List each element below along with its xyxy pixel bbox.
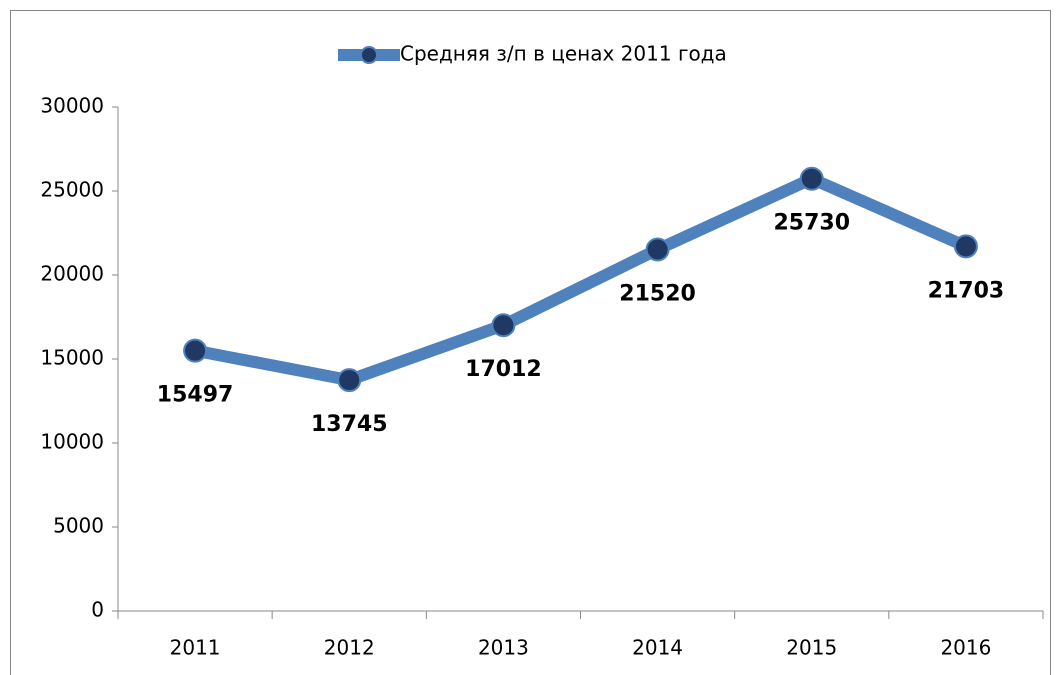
y-tick-label: 25000 xyxy=(40,178,104,202)
data-label: 21520 xyxy=(619,281,696,306)
y-tick-label: 10000 xyxy=(40,430,104,454)
y-tick-label: 0 xyxy=(91,598,104,622)
marker xyxy=(183,338,208,363)
series-line xyxy=(193,172,969,387)
chart-border xyxy=(10,10,1051,675)
x-tick-label: 2011 xyxy=(170,636,221,660)
y-tick-label: 20000 xyxy=(40,262,104,286)
y-tick-label: 30000 xyxy=(40,94,104,118)
data-label: 15497 xyxy=(157,383,234,408)
x-tick-label: 2012 xyxy=(324,636,375,660)
marker xyxy=(953,234,978,259)
data-label: 13745 xyxy=(311,412,388,437)
y-tick-label: 15000 xyxy=(40,346,104,370)
x-tick-label: 2013 xyxy=(478,636,529,660)
marker xyxy=(491,313,516,338)
marker xyxy=(645,237,670,262)
legend-marker xyxy=(360,46,378,64)
x-tick-label: 2016 xyxy=(940,636,991,660)
data-label: 25730 xyxy=(773,211,850,236)
y-tick-label: 5000 xyxy=(53,514,104,538)
data-label: 17012 xyxy=(465,357,542,382)
data-label: 21703 xyxy=(928,278,1005,303)
legend-label: Средняя з/п в ценах 2011 года xyxy=(400,42,727,66)
x-tick-label: 2015 xyxy=(786,636,837,660)
marker xyxy=(799,166,824,191)
x-tick-label: 2014 xyxy=(632,636,683,660)
marker xyxy=(337,368,362,393)
